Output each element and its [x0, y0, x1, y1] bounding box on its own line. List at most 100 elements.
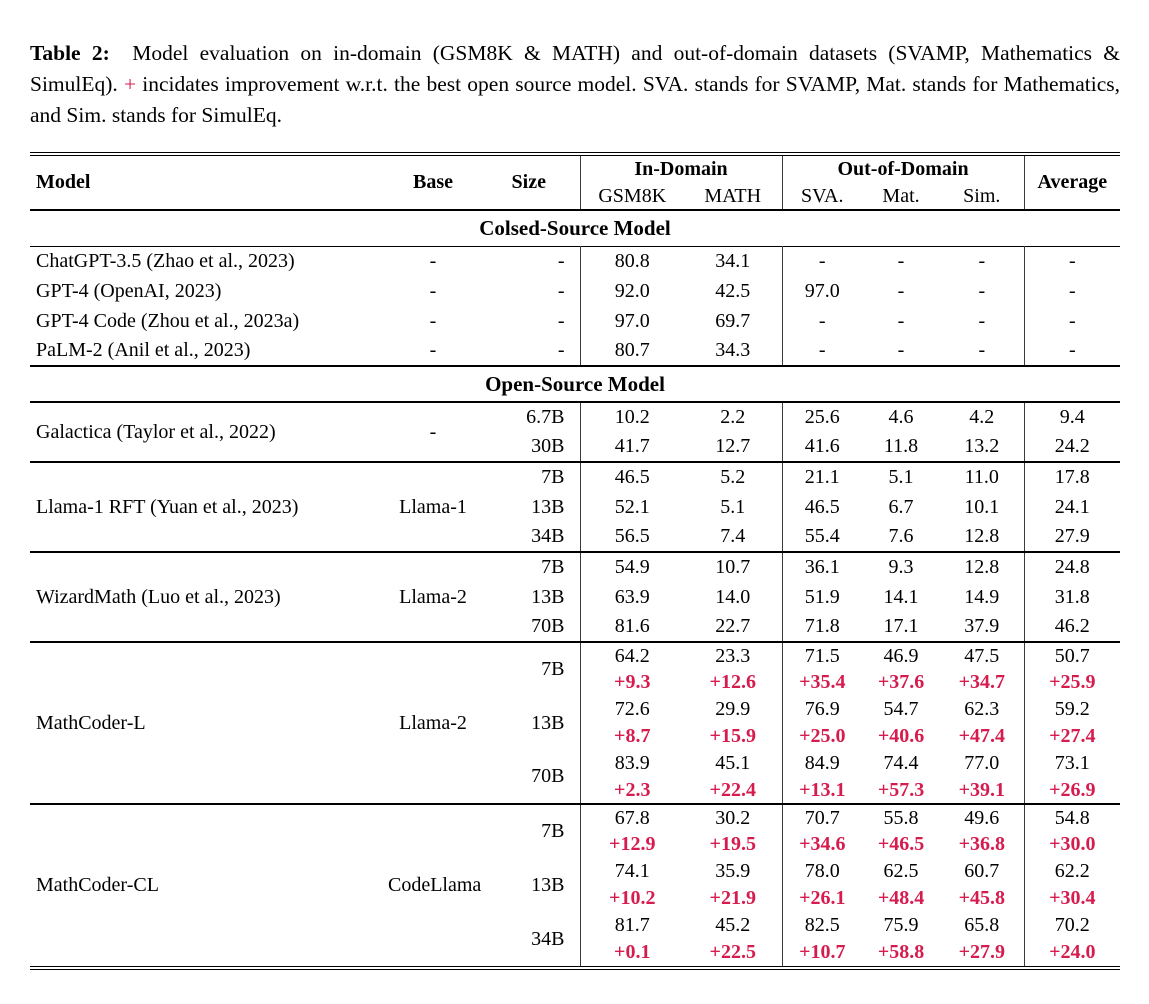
value-cell: 67.8 — [580, 803, 684, 831]
base-cell: - — [429, 339, 437, 361]
value-cell: 73.1 — [1054, 752, 1090, 774]
size-cell: 70B — [478, 612, 581, 642]
delta-cell: +15.9 — [684, 723, 783, 750]
value-cell: 51.9 — [804, 585, 840, 608]
delta-cell: +19.5 — [684, 831, 783, 858]
value-cell: 49.6 — [940, 803, 1025, 831]
table-caption: Table 2: Model evaluation on in-domain (… — [30, 38, 1120, 131]
data-row: WizardMath (Luo et al., 2023) Llama-2 7B 54… — [30, 551, 1121, 642]
value-cell: 5.2 — [684, 461, 783, 492]
size-cell: - — [478, 306, 581, 336]
header-in-domain: In-Domain — [580, 156, 783, 183]
value-cell: 41.7 — [614, 435, 650, 457]
value-cell: 70.2 — [1054, 914, 1090, 936]
header-mathematics: Mat. — [862, 183, 941, 211]
header-gsm8k: GSM8K — [580, 183, 684, 211]
value-cell: 62.3 — [940, 696, 1025, 723]
value-cell: 84.9 — [804, 752, 840, 774]
value-cell: 37.9 — [940, 612, 1025, 642]
delta-cell: +39.1 — [940, 777, 1025, 804]
model-cell: WizardMath (Luo et al., 2023) — [30, 551, 388, 642]
value-cell: 30.2 — [684, 803, 783, 831]
value-cell: - — [782, 245, 863, 276]
size-cell: 13B — [478, 858, 581, 912]
value-cell: 76.9 — [804, 698, 840, 720]
base-cell: - — [388, 245, 478, 276]
value-cell: 80.7 — [614, 339, 650, 361]
value-cell: 80.8 — [580, 245, 684, 276]
delta-cell: +25.0 — [799, 725, 846, 747]
section-row: Open-Source Model — [30, 365, 1121, 402]
size-cell: - — [478, 276, 581, 306]
size-cell: 7B — [478, 461, 581, 492]
value-cell: - — [897, 309, 905, 332]
value-cell: 83.9 — [614, 752, 650, 774]
value-cell: 25.6 — [782, 401, 863, 432]
base-cell: - — [388, 401, 478, 462]
size-cell: 7B — [478, 641, 581, 696]
value-cell: 10.7 — [684, 551, 783, 582]
caption-label: Table 2: — [30, 40, 110, 65]
value-cell: 27.9 — [1054, 525, 1090, 547]
value-cell: 11.0 — [940, 461, 1025, 492]
value-cell: 21.1 — [782, 461, 863, 492]
delta-cell: +26.1 — [799, 887, 846, 909]
value-cell: - — [1068, 339, 1076, 361]
value-cell: 54.7 — [883, 698, 919, 720]
delta-cell: +27.9 — [940, 939, 1025, 966]
value-cell: 34.1 — [684, 245, 783, 276]
value-cell: 59.2 — [1054, 698, 1090, 720]
value-cell: 45.1 — [684, 750, 783, 777]
model-cell: GPT-4 Code (Zhou et al., 2023a) — [36, 309, 300, 332]
value-cell: 54.8 — [1024, 803, 1121, 831]
value-cell: 11.8 — [883, 435, 919, 457]
delta-cell: +45.8 — [940, 885, 1025, 912]
value-cell: 14.0 — [684, 582, 783, 612]
delta-cell: +25.9 — [1049, 671, 1096, 693]
delta-cell: +30.4 — [1049, 887, 1096, 909]
data-row: 13B 74.1 35.9 78.0 62.5 60.7 62.2 — [30, 858, 1120, 912]
model-cell: PaLM-2 (Anil et al., 2023) — [36, 339, 251, 361]
base-cell: Llama-2 — [388, 641, 478, 804]
value-cell: 4.6 — [862, 401, 941, 432]
caption-text-after-plus: incidates improvement w.r.t. the best op… — [30, 71, 1120, 127]
value-cell: 70.7 — [782, 803, 863, 831]
value-cell: 12.8 — [940, 522, 1025, 552]
model-cell: MathCoder-L — [30, 641, 388, 804]
header-model: Model — [30, 156, 388, 211]
base-cell: - — [429, 279, 437, 302]
header-simuleq: Sim. — [940, 183, 1025, 211]
data-row: GPT-4 Code (Zhou et al., 2023a) - - 97.0 69.… — [30, 306, 1120, 336]
model-cell: GPT-4 (OpenAI, 2023) — [36, 279, 222, 302]
results-table-wrapper: Model Base Size In-Domain Out-of-Domain … — [30, 152, 1121, 970]
value-cell: 17.8 — [1024, 461, 1121, 492]
value-cell: 14.9 — [940, 582, 1025, 612]
size-cell: 30B — [478, 432, 581, 462]
delta-cell: +22.4 — [684, 777, 783, 804]
value-cell: 47.5 — [940, 641, 1025, 669]
value-cell: 75.9 — [883, 914, 919, 936]
data-row: MathCoder-CL CodeLlama 7B 67.8 30.2 70.7 55.8 4… — [30, 803, 1121, 966]
results-table: Model Base Size In-Domain Out-of-Domain … — [30, 156, 1121, 966]
data-row: ChatGPT-3.5 (Zhao et al., 2023) - -80.8 34.… — [30, 245, 1121, 276]
delta-row: +9.3 +12.6 +35.4 +37.6 +34.7 +25.9 — [30, 669, 1120, 696]
value-cell: 72.6 — [614, 698, 650, 720]
value-cell: 74.1 — [614, 860, 650, 882]
model-cell: ChatGPT-3.5 (Zhao et al., 2023) — [30, 245, 388, 276]
value-cell: 97.0 — [614, 309, 650, 332]
data-row: 13B 72.6 29.9 76.9 54.7 62.3 59.2 — [30, 696, 1120, 750]
model-cell: MathCoder-CL — [30, 803, 388, 966]
value-cell: 63.9 — [614, 585, 650, 608]
header-out-of-domain: Out-of-Domain — [782, 156, 1025, 183]
value-cell: 46.5 — [804, 495, 840, 518]
header-row-groups: Model Base Size In-Domain Out-of-Domain … — [30, 156, 1121, 211]
value-cell: 46.2 — [1054, 615, 1090, 637]
size-cell: 13B — [478, 696, 581, 750]
delta-cell: +2.3 — [614, 778, 651, 801]
value-cell: 77.0 — [940, 750, 1025, 777]
table-header: Model Base Size In-Domain Out-of-Domain … — [30, 156, 1121, 211]
model-cell: Galactica (Taylor et al., 2022) — [30, 401, 388, 462]
value-cell: 55.4 — [804, 525, 840, 547]
value-cell: 5.1 — [684, 492, 783, 522]
delta-cell: +13.1 — [799, 778, 846, 801]
